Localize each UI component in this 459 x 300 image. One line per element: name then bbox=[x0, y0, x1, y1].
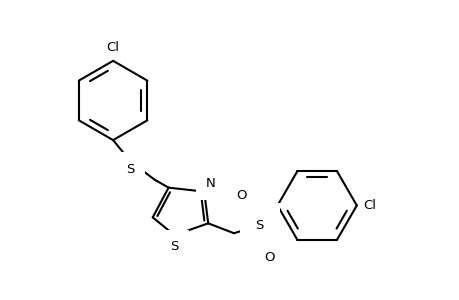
Text: S: S bbox=[255, 219, 263, 232]
Text: O: O bbox=[264, 251, 274, 264]
Text: S: S bbox=[125, 163, 134, 176]
Text: O: O bbox=[236, 188, 246, 202]
Text: N: N bbox=[206, 177, 216, 190]
Text: S: S bbox=[170, 240, 178, 253]
Text: Cl: Cl bbox=[106, 41, 119, 54]
Text: Cl: Cl bbox=[362, 199, 375, 212]
